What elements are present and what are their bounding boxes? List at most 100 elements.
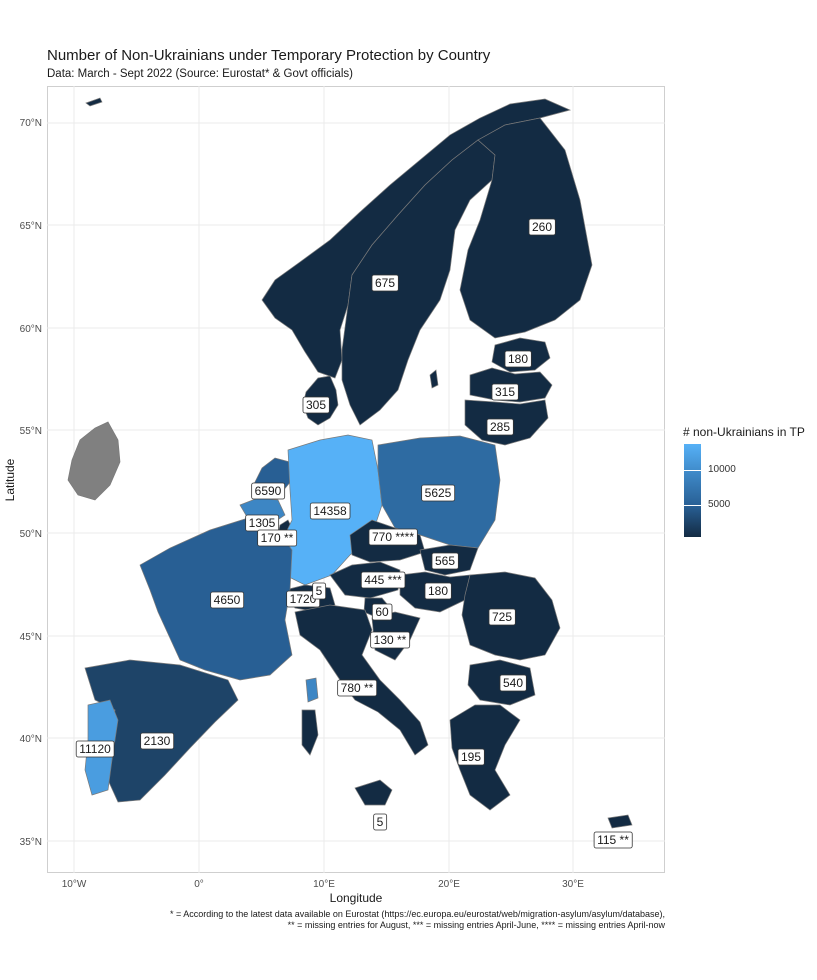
y-tick: 70°N — [20, 118, 42, 129]
y-tick: 40°N — [20, 734, 42, 745]
value-label-box — [251, 482, 286, 500]
y-tick: 50°N — [20, 529, 42, 540]
region-greece — [449, 704, 521, 811]
value-label-text: 770 **** — [372, 530, 414, 544]
value-label: 260 — [528, 218, 556, 236]
value-label-text: 565 — [435, 554, 455, 568]
x-axis-ticks: 10°W 0° 10°E 20°E 30°E — [62, 879, 585, 890]
value-label-text: 2130 — [144, 734, 171, 748]
y-tick: 35°N — [20, 837, 42, 848]
value-label: 5 — [373, 813, 388, 831]
value-label: 725 — [488, 608, 516, 626]
value-label-text: 445 *** — [364, 573, 402, 587]
y-tick: 45°N — [20, 632, 42, 643]
value-label: 1720 — [286, 590, 321, 608]
region-ireland — [67, 421, 121, 501]
value-label: 195 — [457, 748, 485, 766]
value-label: 11120 — [75, 740, 115, 758]
value-label-box — [337, 679, 378, 697]
legend-tick-label: 5000 — [708, 499, 731, 510]
value-label: 115 ** — [593, 831, 633, 849]
value-label-box — [210, 591, 245, 609]
value-label-box — [257, 529, 298, 547]
value-label-text: 540 — [503, 676, 523, 690]
value-label-text: 115 ** — [597, 833, 629, 847]
y-axis-title: Latitude — [3, 458, 17, 501]
value-label-text: 14358 — [313, 504, 347, 518]
y-tick: 65°N — [20, 221, 42, 232]
value-label-box — [488, 608, 516, 626]
region-svalbard-fragment — [85, 97, 103, 107]
x-tick: 0° — [194, 879, 204, 890]
legend-tickmark — [684, 505, 701, 506]
value-label-box — [371, 274, 399, 292]
value-label: 60 — [371, 603, 393, 621]
value-label: 315 — [491, 383, 519, 401]
value-label-text: 5 — [316, 584, 323, 598]
value-label-text: 5625 — [425, 486, 452, 500]
chart-subtitle: Data: March - Sept 2022 (Source: Eurosta… — [47, 68, 353, 80]
value-label-box — [302, 396, 330, 414]
value-label-box — [593, 831, 633, 849]
value-label-box — [312, 582, 327, 600]
value-label-text: 11120 — [79, 742, 111, 756]
y-axis-ticks: 70°N 65°N 60°N 55°N 50°N 45°N 40°N 35°N — [20, 118, 42, 848]
value-label: 675 — [371, 274, 399, 292]
region-finland — [459, 117, 593, 339]
value-label: 170 ** — [257, 529, 298, 547]
value-label-box — [370, 631, 411, 649]
value-label-text: 5 — [377, 815, 384, 829]
value-label: 2130 — [140, 732, 175, 750]
region-sardinia — [301, 709, 319, 756]
value-label-box — [424, 582, 452, 600]
value-label-box — [75, 740, 115, 758]
value-label-box — [528, 218, 556, 236]
value-label-box — [486, 418, 514, 436]
footnote-legend: ** = missing entries for August, *** = m… — [287, 920, 665, 930]
value-label-text: 60 — [375, 605, 389, 619]
legend-tickmark — [684, 470, 701, 471]
value-label: 780 ** — [337, 679, 378, 697]
value-label-box — [457, 748, 485, 766]
value-label: 305 — [302, 396, 330, 414]
x-tick: 20°E — [438, 879, 460, 890]
y-tick: 60°N — [20, 324, 42, 335]
footnote-source: * = According to the latest data availab… — [169, 909, 665, 919]
region-cyprus — [607, 814, 633, 829]
value-label-box — [499, 674, 527, 692]
value-label: 130 ** — [370, 631, 411, 649]
chart-title: Number of Non-Ukrainians under Temporary… — [47, 47, 491, 64]
value-label-box — [491, 383, 519, 401]
value-label-text: 180 — [428, 584, 448, 598]
value-label-text: 6590 — [255, 484, 282, 498]
value-label: 540 — [499, 674, 527, 692]
value-label-text: 780 ** — [341, 681, 374, 695]
value-label: 180 — [504, 350, 532, 368]
value-label-box — [431, 552, 459, 570]
value-label-text: 4650 — [214, 593, 241, 607]
value-label-text: 675 — [375, 276, 395, 290]
value-label-box — [373, 813, 388, 831]
value-label: 285 — [486, 418, 514, 436]
value-label-text: 130 ** — [374, 633, 407, 647]
x-axis-title: Longitude — [330, 891, 383, 905]
value-label-text: 305 — [306, 398, 326, 412]
legend-tick-label: 10000 — [708, 464, 736, 475]
y-tick: 55°N — [20, 426, 42, 437]
legend-title: # non-Ukrainians in TP — [683, 425, 805, 439]
value-label-text: 170 ** — [261, 531, 294, 545]
x-tick: 30°E — [562, 879, 584, 890]
countries — [67, 97, 633, 829]
legend-colorbar — [684, 444, 701, 537]
value-label-text: 1305 — [249, 516, 276, 530]
value-label-text: 260 — [532, 220, 552, 234]
value-label-box — [140, 732, 175, 750]
value-label: 565 — [431, 552, 459, 570]
value-label: 6590 — [251, 482, 286, 500]
value-label-text: 315 — [495, 385, 515, 399]
value-label: 5 — [312, 582, 327, 600]
region-sweden — [341, 139, 496, 426]
x-tick: 10°E — [313, 879, 335, 890]
